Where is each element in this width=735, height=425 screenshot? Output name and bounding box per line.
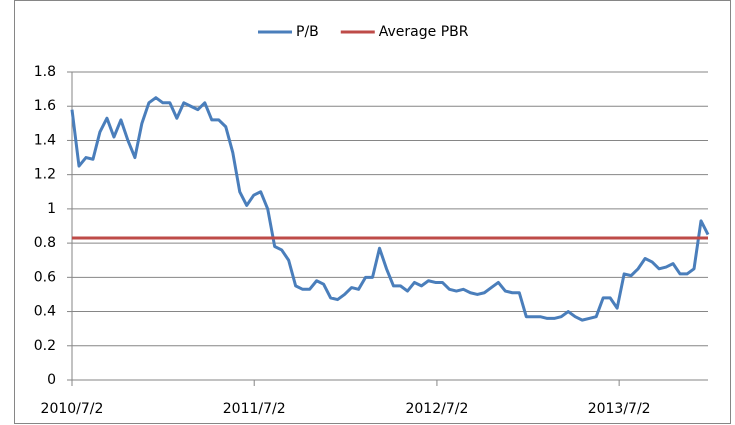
y-tick-label: 1.6	[34, 98, 56, 114]
x-tick-label: 2012/7/2	[405, 401, 468, 417]
chart-frame	[14, 0, 731, 424]
y-tick-label: 0.2	[34, 338, 56, 354]
y-tick-label: 1.4	[34, 132, 56, 148]
y-tick-label: 0.8	[34, 235, 56, 251]
x-tick-label: 2013/7/2	[588, 401, 651, 417]
y-tick-label: 0.4	[34, 304, 56, 320]
y-tick-label: 1	[47, 201, 56, 217]
y-tick-label: 0	[47, 372, 56, 388]
x-tick-label: 2010/7/2	[41, 401, 104, 417]
y-tick-label: 1.8	[34, 64, 56, 80]
legend-label: Average PBR	[379, 24, 469, 40]
y-tick-label: 0.6	[34, 269, 56, 285]
legend-label: P/B	[296, 24, 319, 40]
data-line	[70, 96, 710, 322]
x-tick-label: 2011/7/2	[223, 401, 286, 417]
y-tick-label: 1.2	[34, 167, 56, 183]
